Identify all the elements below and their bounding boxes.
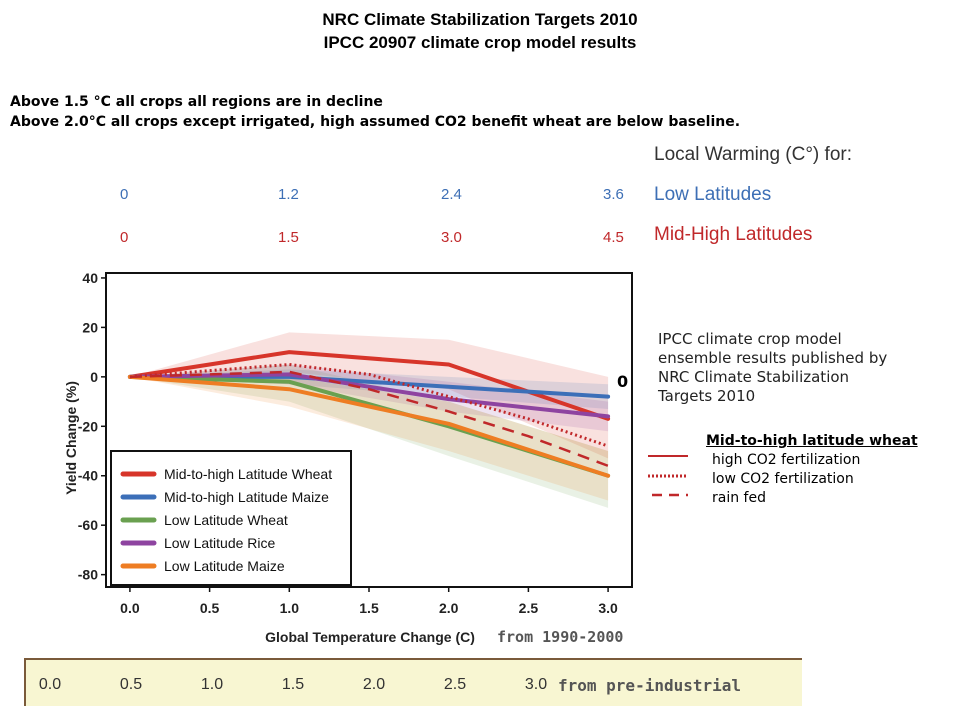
legend-label: Low Latitude Wheat <box>164 512 288 528</box>
x-tick-label: 0.5 <box>200 600 220 616</box>
y-tick-label: 40 <box>82 270 98 286</box>
x-tick-label: 3.0 <box>598 600 618 616</box>
x-axis-label: Global Temperature Change (C) <box>265 629 475 645</box>
wheat-legend-item-low-co2: low CO2 fertilization <box>712 471 854 487</box>
legend-label: Mid-to-high Latitude Wheat <box>164 466 332 482</box>
legend-label: Low Latitude Rice <box>164 535 276 551</box>
wheat-legend-title: Mid-to-high latitude wheat <box>706 433 918 449</box>
from-preindustrial-note: from pre-industrial <box>558 676 742 695</box>
from-1990-note: from 1990-2000 <box>497 628 624 646</box>
low-lat-value-1: 1.2 <box>278 186 299 203</box>
legend-label: Mid-to-high Latitude Maize <box>164 489 329 505</box>
preindustrial-tick: 3.0 <box>524 676 548 693</box>
side-note-line: ensemble results published by <box>658 349 888 367</box>
x-tick-label: 1.0 <box>280 600 300 616</box>
note-line2: Above 2.0°C all crops except irrigated, … <box>10 114 741 130</box>
side-note-line: Targets 2010 <box>658 387 756 405</box>
x-tick-label: 0.0 <box>120 600 140 616</box>
mid-high-latitudes-label: Mid-High Latitudes <box>654 224 813 245</box>
preindustrial-scale-band <box>24 658 802 706</box>
y-tick-label: -60 <box>78 517 98 533</box>
low-lat-value-0: 0 <box>120 186 129 203</box>
wheat-legend-swatches <box>648 455 688 497</box>
chart-legend: Mid-to-high Latitude Wheat Mid-to-high La… <box>110 450 352 586</box>
preindustrial-tick: 0.5 <box>119 676 143 693</box>
low-lat-value-2: 2.4 <box>441 186 462 203</box>
chart-title-line1: NRC Climate Stabilization Targets 2010 <box>322 10 638 29</box>
wheat-legend-item-rain-fed: rain fed <box>712 490 766 506</box>
mid-high-lat-value-0: 0 <box>120 229 129 246</box>
local-warming-title: Local Warming (C°) for: <box>654 144 852 165</box>
zero-marker: 0 <box>617 372 629 391</box>
preindustrial-tick: 0.0 <box>38 676 62 693</box>
x-tick-label: 1.5 <box>359 600 379 616</box>
series-lines <box>127 350 611 478</box>
side-note-line: NRC Climate Stabilization <box>658 368 850 386</box>
preindustrial-tick: 2.5 <box>443 676 467 693</box>
note-line1: Above 1.5 °C all crops all regions are i… <box>10 94 383 110</box>
low-lat-value-3: 3.6 <box>603 186 624 203</box>
overlay-line-dotted <box>129 362 609 448</box>
overlay-line-dashed <box>129 370 609 468</box>
series-line-3 <box>127 372 611 419</box>
preindustrial-tick: 2.0 <box>362 676 386 693</box>
y-tick-label: 20 <box>82 319 98 335</box>
mid-high-lat-value-3: 4.5 <box>603 229 624 246</box>
y-tick-label: -40 <box>78 468 98 484</box>
chart-title-line2: IPCC 20907 climate crop model results <box>323 33 637 52</box>
preindustrial-tick: 1.5 <box>281 676 305 693</box>
y-tick-label: -80 <box>78 567 98 583</box>
y-tick-label: 0 <box>90 369 98 385</box>
low-latitudes-label: Low Latitudes <box>654 184 772 205</box>
x-tick-label: 2.0 <box>439 600 459 616</box>
y-axis-ticks: 40 20 0 -20 -40 -60 -80 <box>78 270 106 583</box>
y-tick-label: -20 <box>78 418 98 434</box>
preindustrial-tick: 1.0 <box>200 676 224 693</box>
band-series-0 <box>129 332 609 459</box>
mid-high-lat-value-1: 1.5 <box>278 229 299 246</box>
ipcc-side-note: IPCC climate crop model ensemble results… <box>658 330 887 406</box>
side-note-line: IPCC climate crop model <box>658 330 842 348</box>
mid-high-lat-value-2: 3.0 <box>441 229 462 246</box>
wheat-legend-item-high-co2: high CO2 fertilization <box>712 452 861 468</box>
x-tick-label: 2.5 <box>519 600 539 616</box>
band-series-4 <box>129 376 609 501</box>
x-axis-ticks: 0.0 0.5 1.0 1.5 2.0 2.5 3.0 <box>120 587 618 616</box>
y-axis-label: Yield Change (%) <box>63 381 79 495</box>
series-line-4 <box>127 374 611 478</box>
overlay-lines <box>129 362 609 468</box>
legend-label: Low Latitude Maize <box>164 558 285 574</box>
